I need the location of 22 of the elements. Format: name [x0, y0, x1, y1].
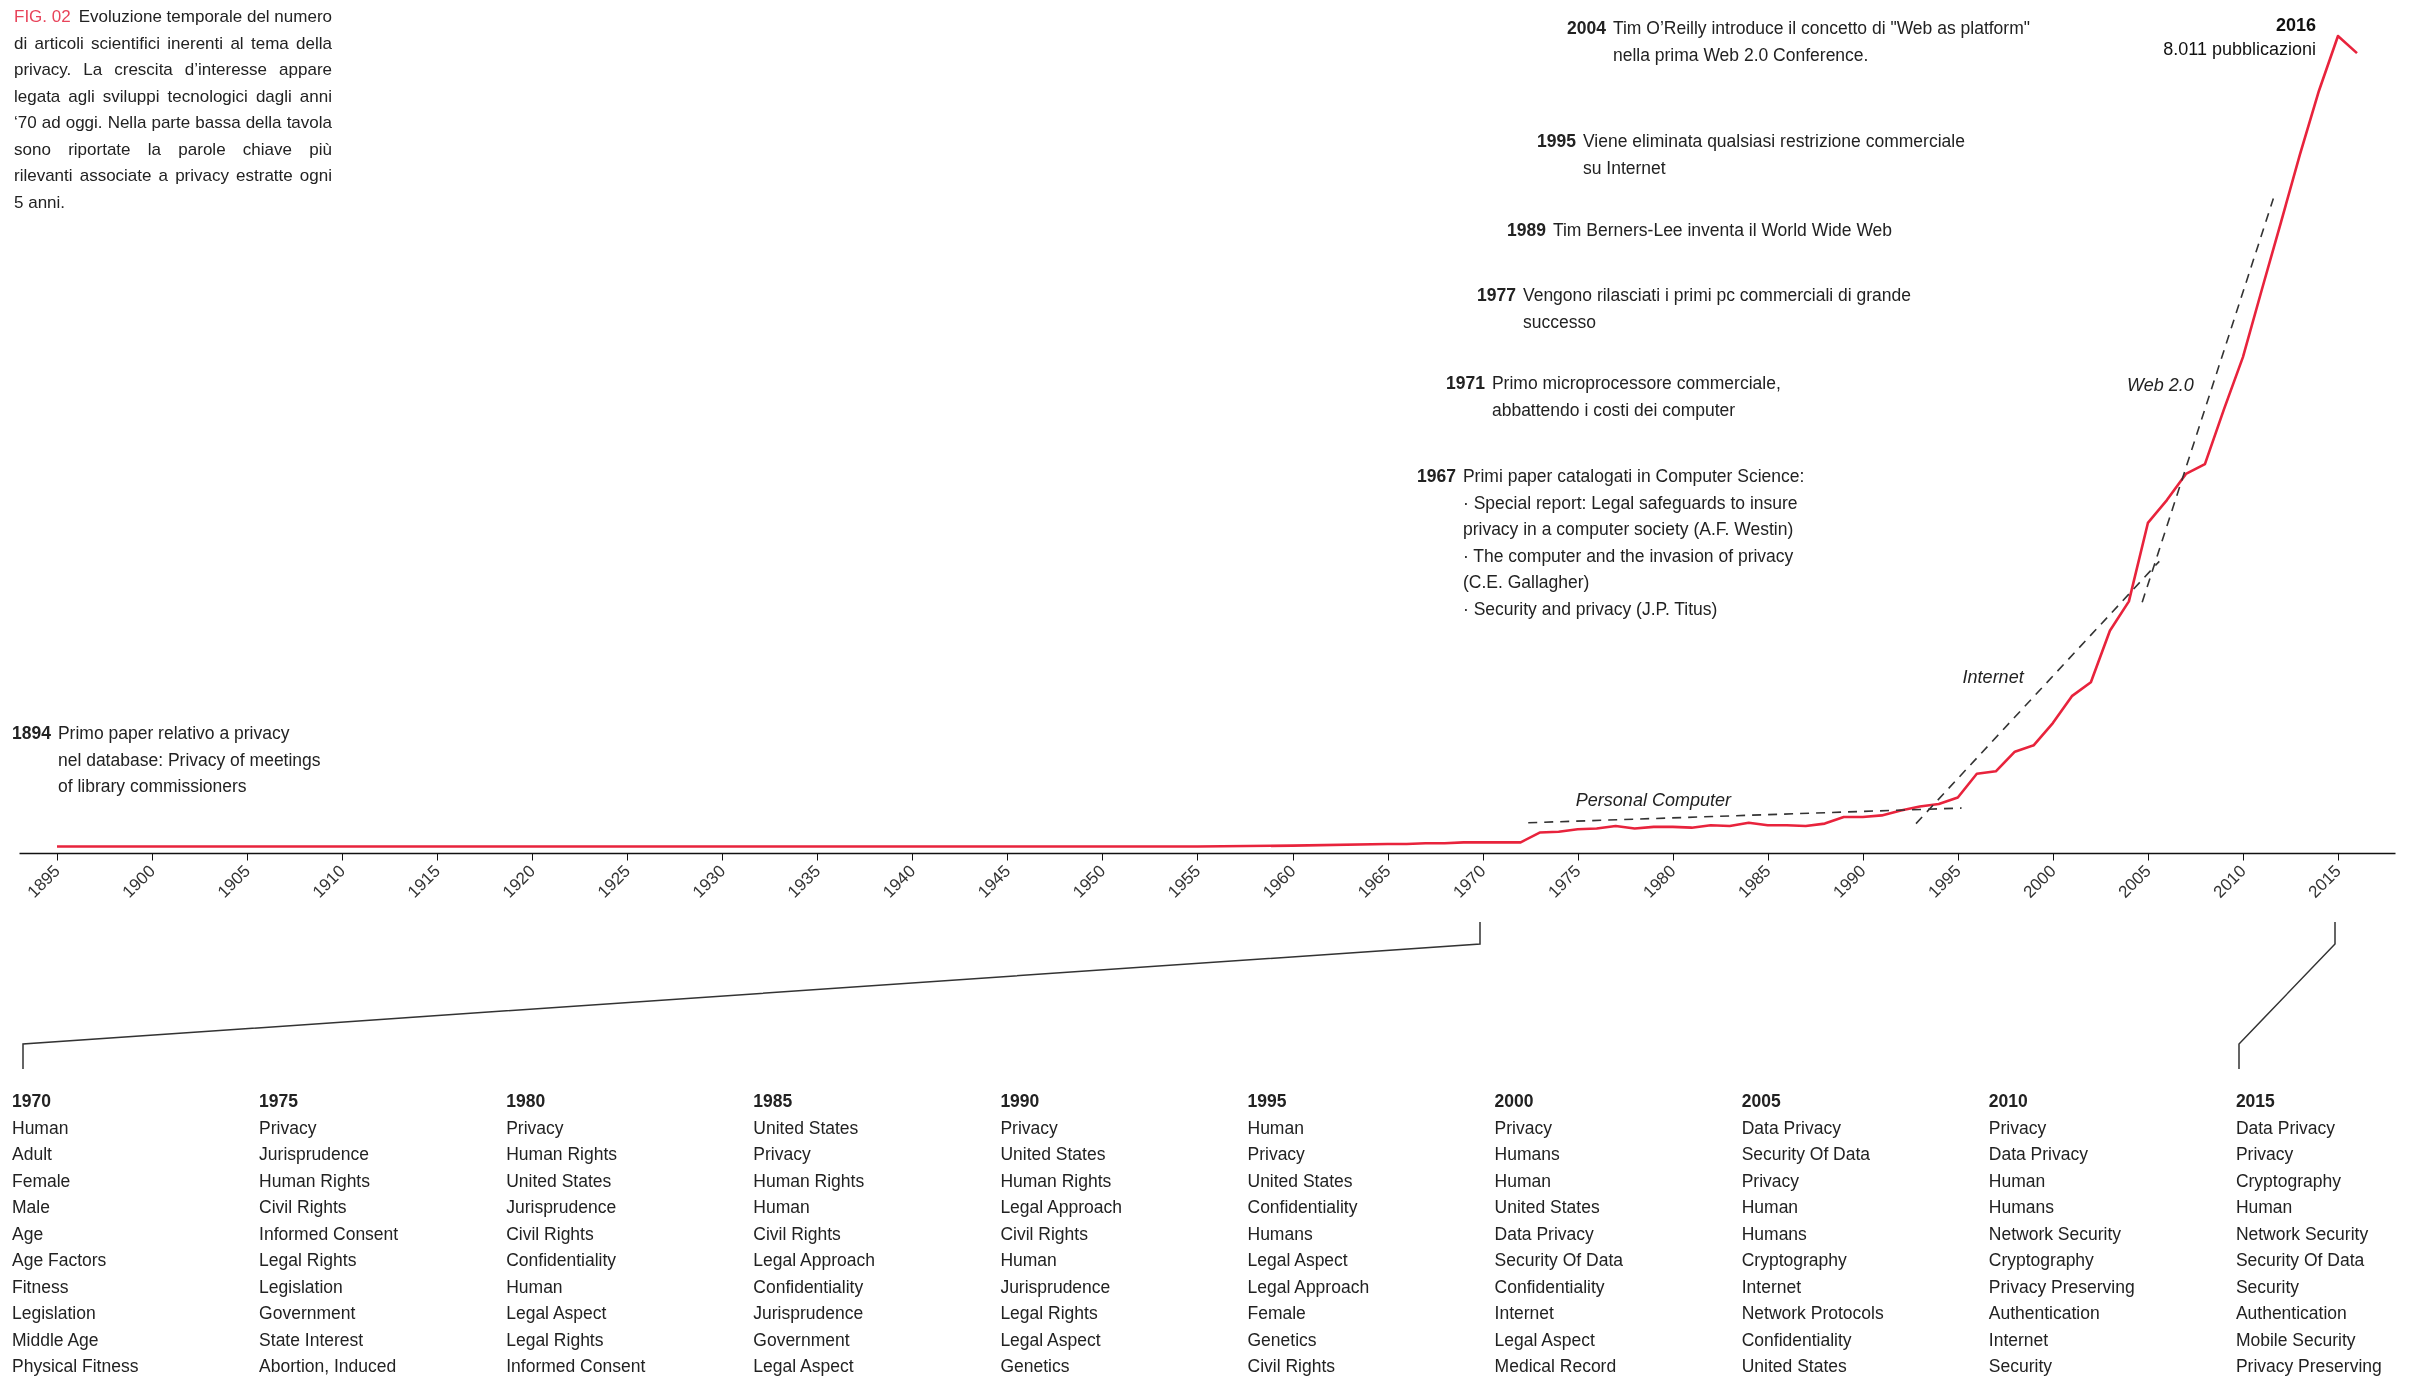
text: 2010 Privacy Data Privacy Human Humans Network Security Cryptography Privacy Preserving Authentication Internet Security [1988, 1091, 2135, 1376]
annotation: 1977 Vengono rilasciati i primi pc commerciali di grande successo [1477, 284, 1912, 334]
text: 2015 Data Privacy Privacy Cryptography Human Network Security Security Of Data Security Authentication Mobile Security Privacy Preserving [2235, 1091, 2382, 1376]
text: 1985 United States Privacy Human Rights Human Civil Rights Legal Approach Confidentiality Jurisprudence Government Legal Aspect [753, 1091, 875, 1376]
series-label: Personal Computer [1575, 790, 1732, 811]
text: 2005 Data Privacy Security Of Data Privacy Human Humans Cryptography Internet Network Protocols Confidentiality United States [1741, 1091, 1884, 1376]
annotation: 1995 Viene eliminata qualsiasi restrizione commerciale su Internet [1537, 130, 1965, 180]
annotation: 1894 Primo paper relativo a privacy nel database: Privacy of meetings of library commissioners [12, 722, 321, 798]
series-label: Internet [1962, 667, 2025, 688]
text: 1990 Privacy United States Human Rights Legal Approach Civil Rights Human Jurisprudence Legal Rights Legal Aspect Genetics [1000, 1091, 1123, 1376]
annotation: 2016 8.011 pubblicazioni [2163, 15, 2316, 59]
chart-title: FIG. 02 [14, 7, 71, 26]
text: 1980 Privacy Human Rights United States Jurisprudence Civil Rights Confidentiality Human Legal Aspect Legal Rights Informed Consent [506, 1091, 646, 1376]
text: 1975 Privacy Jurisprudence Human Rights Civil Rights Informed Consent Legal Rights Legislation Government State Interest Abortion, Induced [259, 1091, 399, 1376]
text: 1995 Human Privacy United States Confidentiality Humans Legal Aspect Legal Approach Female Genetics Civil Rights [1247, 1091, 1370, 1376]
text: 2000 Privacy Humans Human United States Data Privacy Security Of Data Confidentiality Internet Legal Aspect Medical Record [1494, 1091, 1623, 1376]
annotation: 2004 Tim O’Reilly introduce il concetto di "Web as platform" nella prima Web 2.0 Conference. [1567, 17, 2030, 67]
annotation: 1989 Tim Berners-Lee inventa il World Wide Web [1507, 219, 1893, 242]
annotation: 1967 Primi paper catalogati in Computer Science: · Special report: Legal safeguards to insure privacy in a computer society (A.F. Westin) · The computer and the invasion of privacy (C.E. Gallagher) · Security and privacy (J.P. Titus) [1417, 465, 1805, 621]
series-label: Web 2.0 [2127, 375, 2194, 396]
annotation: 1971 Primo microprocessore commerciale, abbattendo i costi dei computer [1446, 372, 1781, 422]
text: 1970 Human Adult Female Male Age Age Factors Fitness Legislation Middle Age Physical Fitness [12, 1091, 139, 1376]
